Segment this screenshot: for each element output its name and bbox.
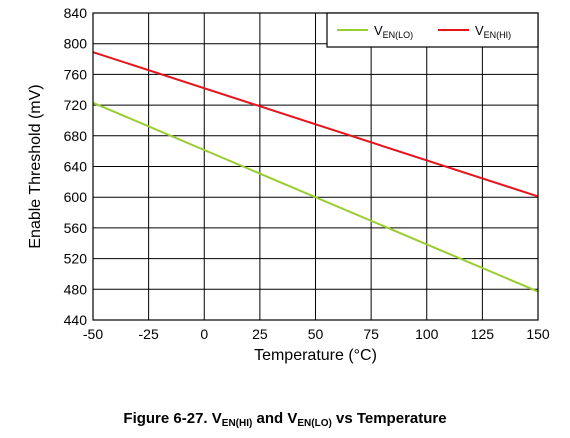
x-tick-label: 0: [200, 326, 208, 342]
plot-frame: [92, 12, 539, 321]
y-tick-label: 640: [64, 159, 88, 175]
y-tick-label: 600: [64, 189, 88, 205]
x-tick-label: 150: [526, 326, 550, 342]
x-tick-label: 75: [363, 326, 379, 342]
caption-prefix: Figure 6-27. V: [123, 410, 222, 427]
grid-lines: [92, 12, 539, 321]
x-tick-label: 50: [308, 326, 324, 342]
caption-suffix: vs Temperature: [331, 410, 447, 427]
x-tick-label: 25: [252, 326, 268, 342]
caption-mid: and V: [252, 410, 298, 427]
y-tick-label: 760: [64, 66, 88, 82]
series-lines: [92, 51, 539, 293]
y-tick-label: 840: [64, 5, 88, 21]
x-tick-label: 100: [415, 326, 439, 342]
y-tick-label: 560: [64, 220, 88, 236]
x-tick-label: -25: [139, 326, 159, 342]
series-line-enhi: [92, 51, 539, 198]
legend: VEN(LO) VEN(HI): [326, 12, 539, 48]
y-tick-labels: 440 480 520 560 600 640 680 720 760 800 840: [64, 5, 88, 328]
legend-label-sub: EN(LO): [383, 30, 414, 40]
y-tick-label: 520: [64, 251, 88, 267]
y-tick-label: 480: [64, 281, 88, 297]
legend-label-main: V: [374, 23, 383, 38]
legend-label: VEN(LO): [374, 23, 413, 40]
y-tick-label: 680: [64, 128, 88, 144]
y-tick-label: 440: [64, 312, 88, 328]
y-axis-label: Enable Threshold (mV): [27, 84, 44, 248]
caption-sub-lo: EN(LO): [297, 418, 332, 429]
series-line-enlo: [92, 101, 539, 293]
x-axis-label: Temperature (°C): [254, 347, 377, 364]
caption-sub-hi: EN(HI): [221, 418, 253, 429]
x-tick-labels: -50 -25 0 25 50 75 100 125 150: [83, 326, 550, 342]
y-tick-label: 720: [64, 97, 88, 113]
y-tick-label: 800: [64, 36, 88, 52]
legend-label: VEN(HI): [475, 23, 511, 40]
figure-caption: Figure 6-27. VEN(HI) and VEN(LO) vs Temp…: [0, 410, 570, 429]
legend-label-sub: EN(HI): [484, 30, 512, 40]
x-tick-label: -50: [83, 326, 103, 342]
legend-label-main: V: [475, 23, 484, 38]
x-tick-label: 125: [471, 326, 495, 342]
chart: -50 -25 0 25 50 75 100 125 150 440 480 520 560 600 64…: [27, 5, 550, 364]
